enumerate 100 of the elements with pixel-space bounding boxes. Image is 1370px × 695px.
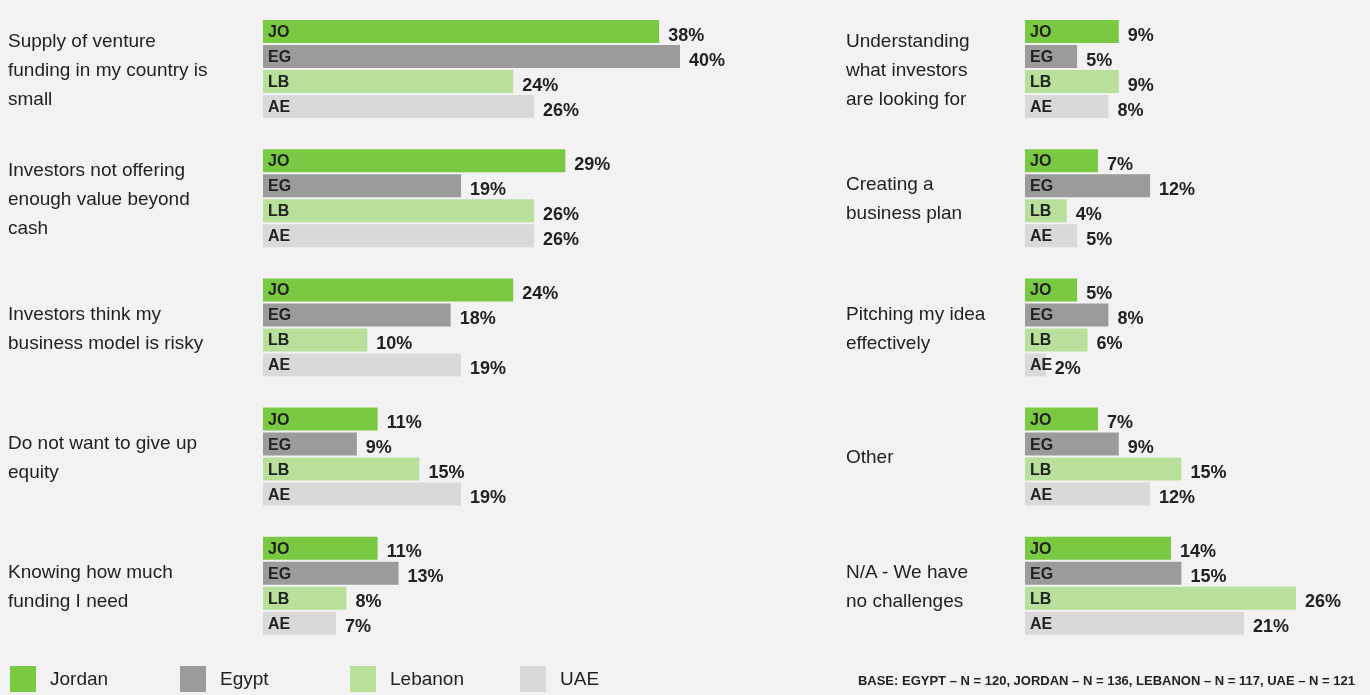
bar [263,95,535,118]
annotation: LB [1030,331,1052,349]
text: BASE: EGYPT – N = 120, JORDAN – N = 136, LEBANON – N = 117, UAE – N = 121 [857,673,1355,688]
data-label: 14% [1179,541,1216,562]
data-label: 11% [386,541,422,562]
data-label: 19% [470,357,507,378]
bar [263,303,451,327]
bar [263,174,462,198]
bar [1025,20,1119,43]
annotation: LB [268,589,290,607]
annotation: JO [1030,152,1052,170]
y-tick-label: Investors not offering enough value beyond cash [8,158,190,238]
annotation: JO [268,539,290,557]
data-label: 6% [1096,332,1123,353]
annotation: AE [268,356,291,374]
annotation: AE [268,485,291,503]
data-label: 5% [1086,282,1113,303]
data-label: 11% [386,412,422,433]
annotation: JO [1030,539,1052,557]
annotation: EG [1030,435,1054,453]
annotation: EG [1030,48,1054,65]
data-label: 8% [1117,99,1144,120]
annotation: LB [268,331,290,349]
legend-label: Egypt [220,668,269,690]
data-label: 15% [428,462,465,483]
annotation: AE [1030,98,1053,115]
annotation: AE [1030,485,1053,503]
bar [263,407,378,431]
bar [1025,586,1297,610]
bar [1025,457,1182,481]
annotation: LB [268,202,290,220]
y-tick-label: Other [846,445,895,467]
annotation: LB [1030,73,1052,90]
data-label: 12% [1159,178,1196,199]
y-tick-label: Supply of venture funding in my country is small [8,29,208,109]
data-label: 4% [1075,203,1102,224]
annotation: EG [268,177,292,195]
annotation: EG [1030,564,1054,582]
bar [1025,407,1098,431]
data-label: 29% [574,153,611,174]
data-label: 8% [355,591,382,612]
bar [1025,303,1109,327]
data-label: 12% [1159,487,1196,508]
data-label: 9% [365,437,392,458]
annotation: EG [268,564,292,582]
annotation: LB [268,73,290,90]
bar [263,20,660,43]
bar [263,149,566,173]
bar [263,432,357,456]
annotation: JO [1030,410,1052,428]
bar [1025,95,1109,118]
data-label: 5% [1086,49,1113,70]
annotation: AE [268,98,291,115]
annotation: JO [1030,281,1052,299]
annotation: EG [1030,177,1054,195]
annotation: AE [268,227,291,245]
annotation: JO [268,410,290,428]
annotation: EG [268,435,292,453]
bar [263,45,680,68]
legend-label: UAE [560,668,600,690]
bar [263,561,399,585]
bar [263,536,378,560]
bar [1025,611,1244,635]
bar [1025,561,1182,585]
data-label: 26% [1305,591,1342,612]
data-label: 15% [1190,566,1227,587]
data-label: 13% [407,566,444,587]
y-tick-label: Do not want to give up equity [8,431,198,482]
data-label: 10% [376,332,413,353]
annotation: AE [1030,227,1053,245]
annotation: JO [268,152,290,170]
annotation: LB [1030,202,1052,220]
data-label: 9% [1127,437,1154,458]
bar [263,278,514,302]
data-label: 26% [543,99,580,120]
bar [1025,70,1119,93]
data-label: 24% [522,74,559,95]
data-label: 19% [470,178,507,199]
data-label: 8% [1117,307,1144,328]
annotation: JO [268,23,290,40]
data-label: 24% [522,282,559,303]
data-label: 9% [1127,74,1154,95]
data-label: 26% [543,203,580,224]
data-label: 40% [689,49,726,70]
annotation: LB [1030,589,1052,607]
annotation: AE [1030,614,1053,632]
bar [263,70,514,93]
bar [263,199,535,223]
annotation: AE [1030,356,1053,374]
data-label: 7% [1106,153,1133,174]
bar [263,457,420,481]
annotation: EG [268,306,292,324]
legend-label: Jordan [50,668,109,690]
annotation: AE [268,614,291,632]
data-label: 26% [543,228,580,249]
bar [1025,174,1151,198]
data-label: 18% [459,307,496,328]
bar [1025,149,1098,173]
data-label: 9% [1127,24,1154,45]
y-tick-label: Investors think my business model is risky [8,302,204,352]
